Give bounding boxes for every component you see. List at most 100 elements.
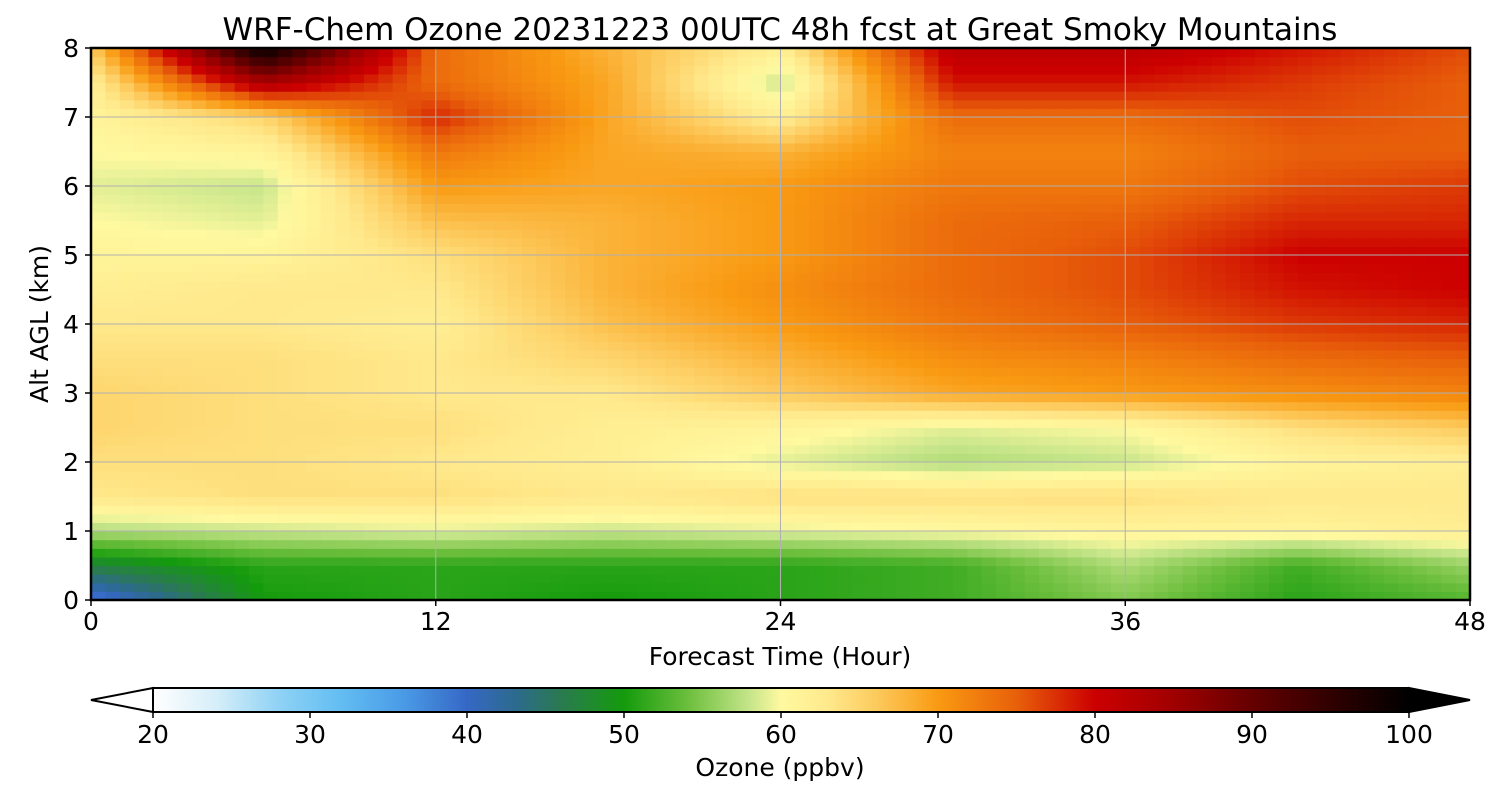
heatmap-cell xyxy=(119,591,135,600)
heatmap-cell xyxy=(378,341,394,351)
heatmap-cell xyxy=(1412,436,1428,446)
heatmap-cell xyxy=(292,220,308,230)
heatmap-cell xyxy=(1139,522,1155,532)
heatmap-cell xyxy=(392,211,408,222)
heatmap-cell xyxy=(363,194,379,204)
heatmap-cell xyxy=(1398,401,1414,411)
heatmap-cell xyxy=(392,272,408,282)
heatmap-cell xyxy=(636,229,652,239)
heatmap-cell xyxy=(622,462,638,472)
heatmap-cell xyxy=(1110,237,1126,247)
heatmap-cell xyxy=(148,220,164,230)
heatmap-cell xyxy=(1024,556,1040,567)
heatmap-cell xyxy=(464,462,480,472)
heatmap-cell xyxy=(1311,324,1327,334)
heatmap-cell xyxy=(220,341,236,351)
heatmap-cell xyxy=(1225,479,1241,489)
heatmap-cell xyxy=(1268,410,1284,420)
heatmap-cell xyxy=(622,444,638,454)
heatmap-cell xyxy=(421,565,437,575)
heatmap-cell xyxy=(249,332,264,342)
heatmap-cell xyxy=(952,453,968,463)
heatmap-cell xyxy=(191,462,207,472)
heatmap-cell xyxy=(1082,436,1098,446)
heatmap-cell xyxy=(1326,151,1342,161)
heatmap-cell xyxy=(1096,341,1112,351)
heatmap-cell xyxy=(1182,237,1198,247)
heatmap-cell xyxy=(723,237,739,247)
heatmap-cell xyxy=(464,315,480,325)
heatmap-cell xyxy=(234,384,250,394)
heatmap-cell xyxy=(1297,203,1313,213)
heatmap-cell xyxy=(1326,487,1342,498)
heatmap-cell xyxy=(220,220,236,230)
heatmap-cell xyxy=(895,220,911,230)
heatmap-cell xyxy=(1311,470,1327,480)
heatmap-cell xyxy=(1441,427,1457,437)
heatmap-cell xyxy=(1197,298,1213,308)
heatmap-cell xyxy=(1455,574,1470,584)
heatmap-cell xyxy=(1283,582,1299,592)
heatmap-cell xyxy=(651,263,667,273)
heatmap-cell xyxy=(1153,531,1169,541)
heatmap-cell xyxy=(723,263,739,273)
heatmap-cell xyxy=(134,229,150,239)
heatmap-cell xyxy=(780,151,796,161)
heatmap-cell xyxy=(1383,565,1399,575)
heatmap-cell xyxy=(837,229,853,239)
heatmap-cell xyxy=(191,384,207,394)
heatmap-cell xyxy=(1153,453,1169,463)
heatmap-cell xyxy=(478,513,494,523)
heatmap-cell xyxy=(1168,358,1184,368)
heatmap-cell xyxy=(1182,177,1198,187)
heatmap-cell xyxy=(636,315,652,325)
heatmap-cell xyxy=(852,513,868,523)
heatmap-cell xyxy=(981,453,997,463)
heatmap-cell xyxy=(177,574,193,584)
heatmap-cell xyxy=(119,487,135,498)
heatmap-cell xyxy=(162,160,178,170)
heatmap-cell xyxy=(579,548,595,558)
heatmap-cell xyxy=(1268,332,1284,342)
heatmap-cell xyxy=(981,246,997,256)
heatmap-cell xyxy=(349,177,365,187)
heatmap-cell xyxy=(335,211,351,222)
heatmap-cell xyxy=(148,496,164,506)
heatmap-cell xyxy=(162,574,178,584)
heatmap-cell xyxy=(608,186,624,196)
heatmap-cell xyxy=(708,315,724,325)
heatmap-cell xyxy=(866,513,882,523)
heatmap-cell xyxy=(363,220,379,230)
heatmap-cell xyxy=(1182,272,1198,282)
heatmap-cell xyxy=(119,211,135,222)
heatmap-cell xyxy=(981,513,997,523)
heatmap-cell xyxy=(162,349,178,360)
heatmap-cell xyxy=(1326,539,1342,549)
heatmap-cell xyxy=(1441,375,1457,385)
heatmap-cell xyxy=(809,375,825,385)
heatmap-cell xyxy=(1326,306,1342,316)
heatmap-cell xyxy=(234,272,250,282)
heatmap-cell xyxy=(1010,211,1026,222)
heatmap-cell xyxy=(837,505,853,515)
heatmap-cell xyxy=(1211,263,1227,273)
heatmap-cell xyxy=(967,375,983,385)
heatmap-cell xyxy=(363,367,379,377)
heatmap-cell xyxy=(766,393,782,403)
heatmap-cell xyxy=(507,263,523,273)
heatmap-cell xyxy=(852,186,868,196)
heatmap-cell xyxy=(205,410,221,420)
heatmap-cell xyxy=(450,315,466,325)
heatmap-cell xyxy=(277,487,293,498)
heatmap-cell xyxy=(608,367,624,377)
heatmap-cell xyxy=(220,151,236,161)
heatmap-cell xyxy=(493,531,509,541)
heatmap-cell xyxy=(1283,194,1299,204)
heatmap-cell xyxy=(493,177,509,187)
heatmap-cell xyxy=(938,298,954,308)
heatmap-cell xyxy=(565,401,580,411)
heatmap-cell xyxy=(1369,211,1385,222)
heatmap-cell xyxy=(952,246,968,256)
heatmap-cell xyxy=(378,591,394,600)
heatmap-cell xyxy=(335,177,351,187)
